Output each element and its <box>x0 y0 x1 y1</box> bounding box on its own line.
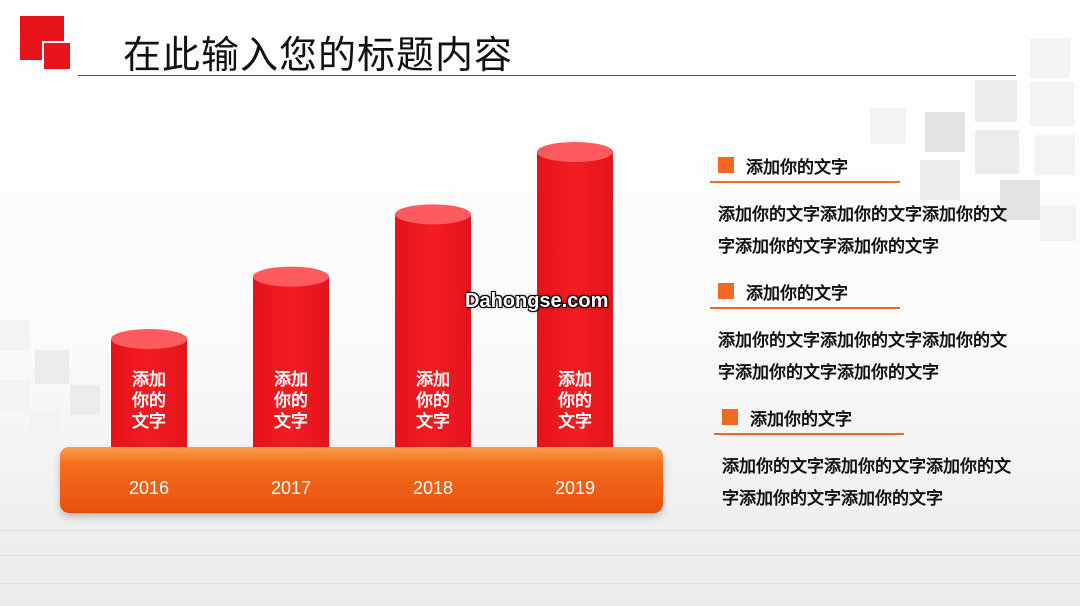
orange-square-icon <box>722 409 738 425</box>
item-heading: 添加你的文字 <box>750 409 852 430</box>
heading-underline <box>714 433 904 435</box>
bar-top-cap <box>111 329 187 349</box>
page-title: 在此输入您的标题内容 <box>123 33 514 77</box>
item-heading: 添加你的文字 <box>746 283 848 304</box>
item-body: 添加你的文字添加你的文字添加你的文字添加你的文字添加你的文字 <box>718 331 1007 383</box>
watermark-text: Dahongse.com <box>465 290 609 312</box>
bar-top-cap <box>395 204 471 225</box>
bar-body <box>253 276 329 449</box>
bar-label: 添加你的文字 <box>131 369 166 432</box>
text-item-1: 添加你的文字 添加你的文字添加你的文字添加你的文字添加你的文字添加你的文字 <box>710 154 1018 263</box>
category-label-2016: 2016 <box>129 478 169 498</box>
bar-label: 添加你的文字 <box>415 369 450 432</box>
title-underline <box>78 75 1016 76</box>
heading-underline <box>710 307 900 309</box>
bar-2017 <box>253 266 329 449</box>
bar-body <box>111 339 187 449</box>
bar-top-cap <box>253 266 329 287</box>
chart-base-platform <box>60 447 663 513</box>
text-item-3: 添加你的文字 添加你的文字添加你的文字添加你的文字添加你的文字添加你的文字 <box>714 406 1022 515</box>
heading-underline <box>710 181 900 183</box>
item-heading: 添加你的文字 <box>746 157 848 178</box>
item-body: 添加你的文字添加你的文字添加你的文字添加你的文字添加你的文字 <box>718 205 1007 257</box>
item-body: 添加你的文字添加你的文字添加你的文字添加你的文字添加你的文字 <box>722 457 1011 509</box>
bar-body <box>395 214 471 449</box>
bar-2019 <box>537 142 613 449</box>
bar-body <box>537 152 613 449</box>
text-item-2: 添加你的文字 添加你的文字添加你的文字添加你的文字添加你的文字添加你的文字 <box>710 280 1018 389</box>
category-label-2018: 2018 <box>413 478 453 498</box>
category-label-2019: 2019 <box>555 478 595 498</box>
bar-2018 <box>395 204 471 449</box>
bar-label: 添加你的文字 <box>273 369 308 432</box>
orange-square-icon <box>718 283 734 299</box>
bar-top-cap <box>537 142 613 162</box>
orange-square-icon <box>718 157 734 173</box>
category-label-2017: 2017 <box>271 478 311 498</box>
bar-2016 <box>111 329 187 449</box>
bar-label: 添加你的文字 <box>557 369 592 432</box>
